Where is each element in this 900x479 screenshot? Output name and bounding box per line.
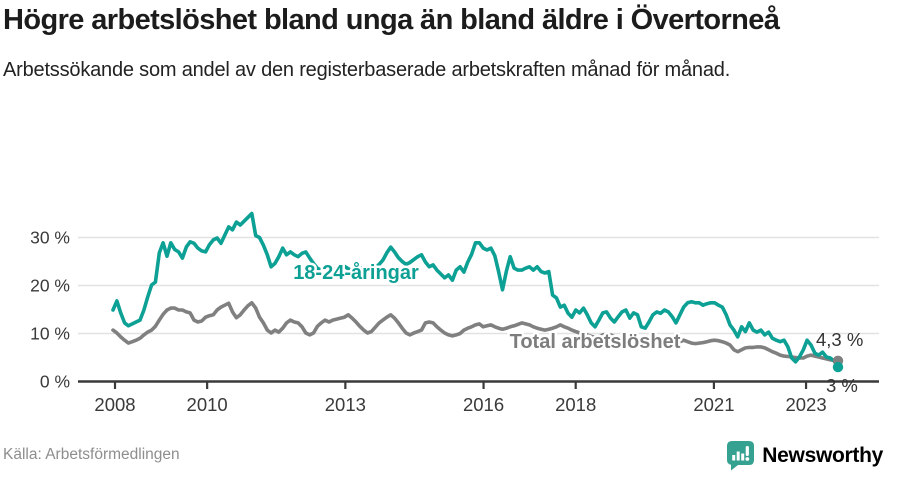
page-subtitle: Arbetssökande som andel av den registerb…: [3, 59, 731, 81]
youth-end-dot: [832, 361, 844, 373]
svg-text:30 %: 30 %: [30, 228, 70, 248]
youth-end-value-label: 3 %: [826, 375, 858, 396]
y-axis-labels: 0 % 10 % 20 % 30 %: [30, 228, 70, 392]
svg-text:2013: 2013: [325, 394, 366, 415]
svg-text:10 %: 10 %: [30, 324, 70, 344]
svg-text:2023: 2023: [785, 394, 826, 415]
youth-unemployment-line: [111, 211, 840, 369]
svg-text:20 %: 20 %: [30, 276, 70, 296]
total-end-value-label: 4,3 %: [816, 329, 863, 350]
x-axis-ticks: [113, 381, 808, 389]
chart-header: Högre arbetslöshet bland unga än bland ä…: [3, 2, 883, 85]
newsworthy-logo-icon: [727, 441, 755, 471]
x-axis-labels: 2008 2010 2013 2016 2018 2021 2023: [94, 394, 826, 415]
svg-text:0 %: 0 %: [40, 372, 70, 392]
source-note: Källa: Arbetsförmedlingen: [3, 446, 180, 463]
gridlines: [78, 236, 879, 335]
svg-text:2018: 2018: [555, 394, 596, 415]
newsworthy-logo: Newsworthy: [726, 440, 883, 471]
newsworthy-logo-text: Newsworthy: [762, 443, 883, 467]
total-series-label: Total arbetslöshet: [510, 331, 681, 353]
page-title: Högre arbetslöshet bland unga än bland ä…: [3, 4, 780, 36]
youth-series-label: 18-24-åringar: [293, 261, 419, 284]
svg-text:2021: 2021: [693, 394, 734, 415]
total-unemployment-line: [111, 300, 840, 363]
svg-text:2016: 2016: [463, 394, 504, 415]
svg-text:2010: 2010: [187, 394, 228, 415]
svg-text:2008: 2008: [94, 394, 135, 415]
